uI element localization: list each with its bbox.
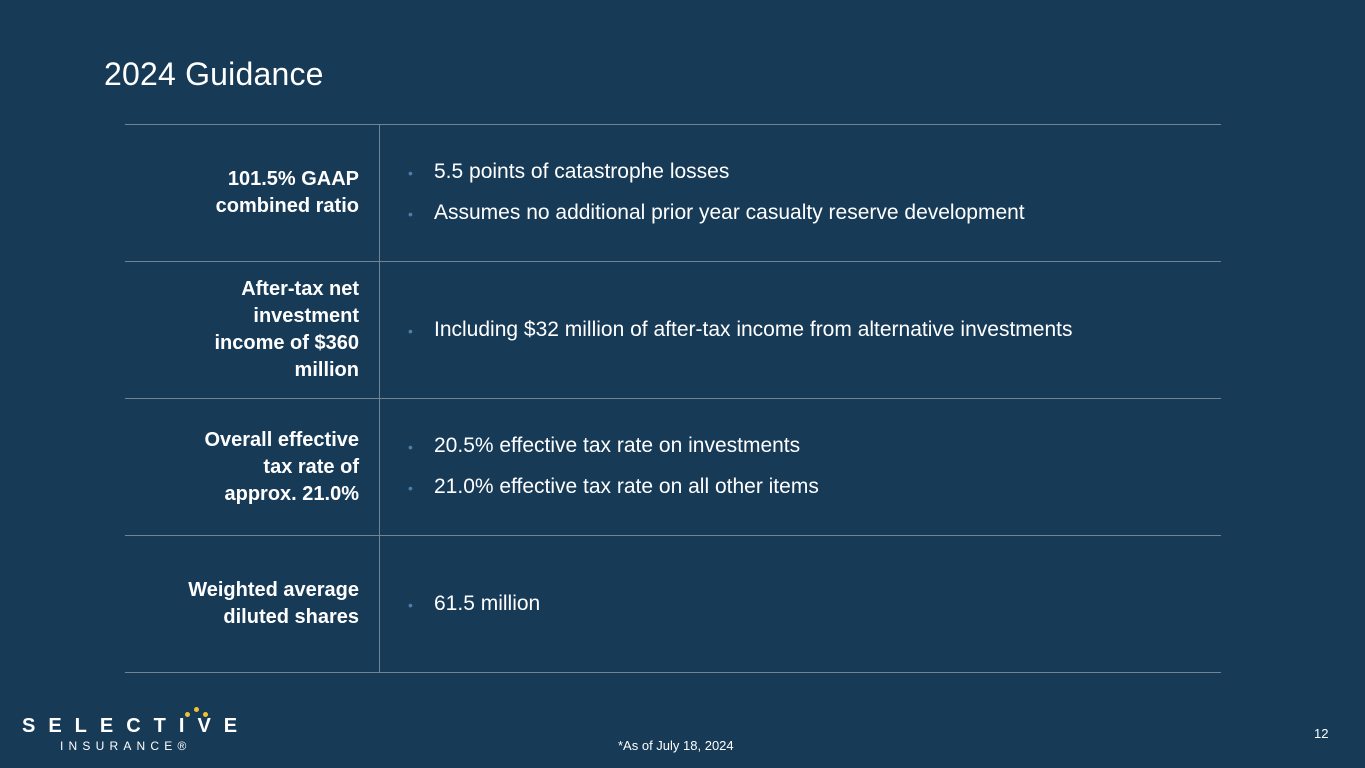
row-label-line: investment <box>253 305 359 327</box>
page-title: 2024 Guidance <box>104 56 324 92</box>
row-bullets: • Including $32 million of after-tax inco… <box>380 262 1221 398</box>
row-label-line: After-tax net <box>241 278 359 300</box>
row-label-line: million <box>294 359 359 381</box>
bullet-dot-icon: • <box>408 206 413 222</box>
bullet-item: • 61.5 million <box>408 590 1221 619</box>
row-bullets: • 5.5 points of catastrophe losses • Assum… <box>380 125 1221 261</box>
logo-subtext: INSURANCE® <box>60 739 192 753</box>
bullet-item: • 21.0% effective tax rate on all other i… <box>408 473 1221 502</box>
bullet-dot-icon: • <box>408 322 413 339</box>
bullet-item: • Assumes no additional prior year casual… <box>408 199 1221 228</box>
row-label: Overall effective tax rate of approx. 21… <box>125 399 380 535</box>
row-label: 101.5% GAAP combined ratio <box>125 125 380 261</box>
row-bullets: • 20.5% effective tax rate on investments… <box>380 399 1221 535</box>
row-label-line: approx. 21.0% <box>224 482 359 505</box>
bullet-dot-icon: • <box>408 439 413 455</box>
guidance-row-investment-income: After-tax net investment income of $360 … <box>125 262 1221 399</box>
bullet-item: • 20.5% effective tax rate on investments <box>408 432 1221 461</box>
footnote: *As of July 18, 2024 <box>618 738 734 753</box>
bullet-dot-icon: • <box>408 165 413 181</box>
guidance-table: 101.5% GAAP combined ratio • 5.5 points o… <box>125 124 1221 673</box>
bullet-dot-icon: • <box>408 596 413 613</box>
bullet-item: • Including $32 million of after-tax inco… <box>408 316 1221 345</box>
row-bullets: • 61.5 million <box>380 536 1221 672</box>
page-number: 12 <box>1314 726 1329 741</box>
row-label-line: income of $360 <box>214 332 359 354</box>
guidance-row-diluted-shares: Weighted average diluted shares • 61.5 mi… <box>125 536 1221 673</box>
row-label: After-tax net investment income of $360 … <box>125 262 380 398</box>
selective-logo: SELECTIVE INSURANCE® <box>22 706 237 756</box>
row-label-line: diluted shares <box>223 606 359 628</box>
row-label-line: Overall effective <box>204 428 359 451</box>
guidance-row-tax-rate: Overall effective tax rate of approx. 21… <box>125 399 1221 536</box>
bullet-item: • 5.5 points of catastrophe losses <box>408 158 1221 187</box>
bullet-dot-icon: • <box>408 480 413 496</box>
logo-dots-icon <box>183 706 211 718</box>
row-label-line: combined ratio <box>215 195 359 217</box>
row-label: Weighted average diluted shares <box>125 536 380 672</box>
guidance-row-combined-ratio: 101.5% GAAP combined ratio • 5.5 points o… <box>125 125 1221 262</box>
row-label-line: tax rate of <box>263 455 359 478</box>
row-label-line: Weighted average <box>188 579 359 601</box>
logo-wordmark: SELECTIVE <box>22 715 251 737</box>
row-label-line: 101.5% GAAP <box>227 168 359 190</box>
